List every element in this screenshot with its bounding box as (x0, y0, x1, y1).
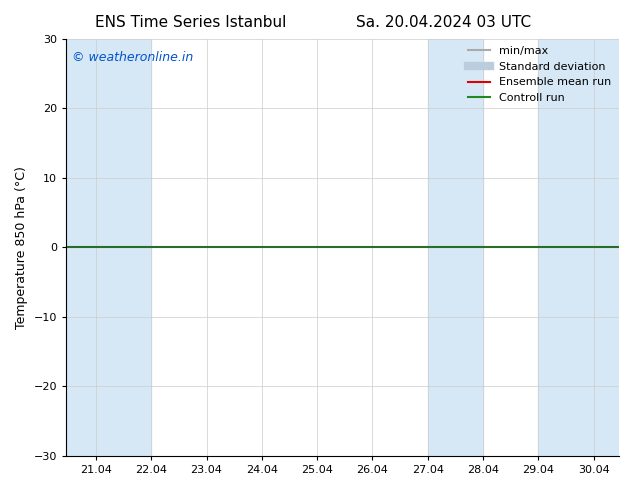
Text: ENS Time Series Istanbul: ENS Time Series Istanbul (94, 15, 286, 30)
Legend: min/max, Standard deviation, Ensemble mean run, Controll run: min/max, Standard deviation, Ensemble me… (463, 42, 616, 107)
Bar (66, 39, 152, 456)
Bar (428, 39, 483, 456)
Bar (538, 39, 619, 456)
Text: © weatheronline.in: © weatheronline.in (72, 51, 193, 64)
Text: Sa. 20.04.2024 03 UTC: Sa. 20.04.2024 03 UTC (356, 15, 531, 30)
Y-axis label: Temperature 850 hPa (°C): Temperature 850 hPa (°C) (15, 166, 28, 329)
